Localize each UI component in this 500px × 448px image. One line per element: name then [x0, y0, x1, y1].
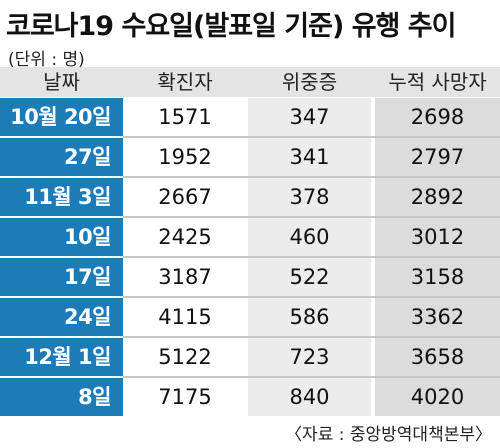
row-divider — [0, 376, 500, 378]
cell-date: 27일 — [0, 138, 123, 176]
cell-critical: 522 — [248, 258, 371, 296]
table-header: 날짜 확진자 위중증 누적 사망자 — [0, 67, 500, 97]
row-divider — [0, 176, 500, 178]
cell-deaths: 2797 — [375, 138, 500, 176]
cell-cases: 4115 — [126, 298, 244, 336]
row-divider — [0, 216, 500, 218]
header-deaths: 누적 사망자 — [388, 70, 487, 94]
table-row: 24일 4115 586 3362 — [0, 298, 500, 336]
cell-deaths: 3362 — [375, 298, 500, 336]
cell-critical: 460 — [248, 218, 371, 256]
header-date: 날짜 — [43, 70, 80, 94]
cell-deaths: 3658 — [375, 338, 500, 376]
cell-cases: 3187 — [126, 258, 244, 296]
cell-deaths: 2698 — [375, 98, 500, 136]
table-row: 11월 3일 2667 378 2892 — [0, 178, 500, 216]
cell-date: 10월 20일 — [0, 98, 123, 136]
table-row: 10일 2425 460 3012 — [0, 218, 500, 256]
header-cases: 확진자 — [157, 70, 213, 94]
unit-label: (단위 : 명) — [8, 50, 85, 70]
table-row: 27일 1952 341 2797 — [0, 138, 500, 176]
cell-cases: 2667 — [126, 178, 244, 216]
cell-critical: 378 — [248, 178, 371, 216]
cell-date: 8일 — [0, 378, 123, 416]
header-critical: 위중증 — [281, 70, 338, 94]
cell-date: 11월 3일 — [0, 178, 123, 216]
data-table: 10월 20일 1571 347 2698 27일 1952 341 2797 11월 3일 26… — [0, 98, 500, 416]
cell-critical: 347 — [248, 98, 371, 136]
table-row: 10월 20일 1571 347 2698 — [0, 98, 500, 136]
cell-cases: 2425 — [126, 218, 244, 256]
cell-critical: 341 — [248, 138, 371, 176]
cell-critical: 840 — [248, 378, 371, 416]
chart-title: 코로나19 수요일(발표일 기준) 유행 추이 — [6, 11, 456, 42]
table-row: 8일 7175 840 4020 — [0, 378, 500, 416]
cell-date: 24일 — [0, 298, 123, 336]
cell-cases: 1952 — [126, 138, 244, 176]
cell-critical: 586 — [248, 298, 371, 336]
cell-cases: 1571 — [126, 98, 244, 136]
source-label: 〈자료 : 중앙방역대책본부〉 — [285, 425, 492, 445]
cell-critical: 723 — [248, 338, 371, 376]
table-row: 17일 3187 522 3158 — [0, 258, 500, 296]
cell-cases: 7175 — [126, 378, 244, 416]
cell-deaths: 3012 — [375, 218, 500, 256]
cell-deaths: 4020 — [375, 378, 500, 416]
cell-date: 12월 1일 — [0, 338, 123, 376]
table-row: 12월 1일 5122 723 3658 — [0, 338, 500, 376]
row-divider — [0, 136, 500, 138]
cell-deaths: 2892 — [375, 178, 500, 216]
cell-deaths: 3158 — [375, 258, 500, 296]
cell-date: 10일 — [0, 218, 123, 256]
cell-cases: 5122 — [126, 338, 244, 376]
cell-date: 17일 — [0, 258, 123, 296]
row-divider — [0, 296, 500, 298]
row-divider — [0, 256, 500, 258]
row-divider — [0, 336, 500, 338]
